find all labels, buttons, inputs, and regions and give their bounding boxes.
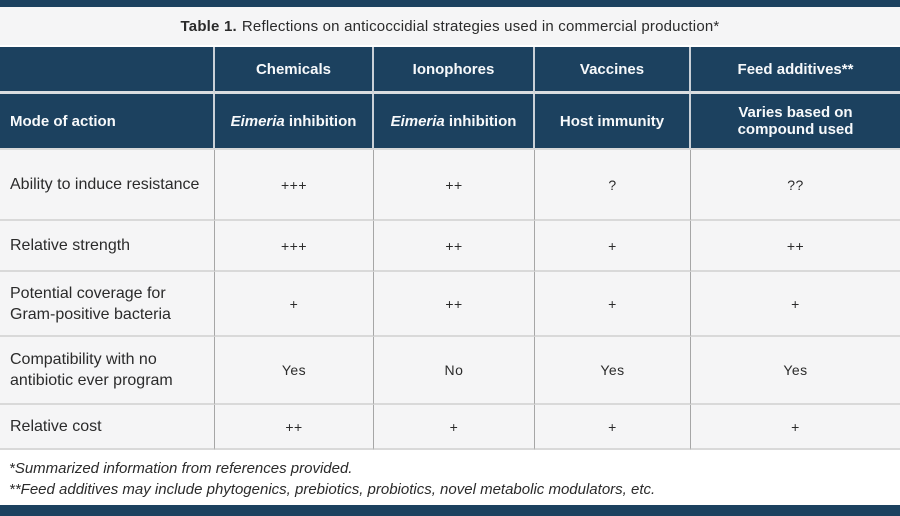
table-caption-label: Table 1. (180, 17, 237, 35)
table-caption: Table 1. Reflections on anticoccidial st… (0, 7, 900, 47)
row-label: Potential coverage for Gram-positive bac… (0, 272, 215, 337)
cell-text: Varies based on compound used (737, 104, 854, 138)
cell-mode-vaccines: Host immunity (535, 94, 691, 150)
row-label: Ability to induce resistance (0, 150, 215, 221)
cell-text: Host immunity (559, 112, 665, 130)
column-header-chemicals: Chemicals (215, 47, 374, 94)
cell-text: inhibition (284, 112, 357, 130)
cell-value: ++ (691, 221, 900, 272)
row-label: Relative strength (0, 221, 215, 272)
table-row-coverage: Potential coverage for Gram-positive bac… (0, 272, 900, 337)
cell-value: + (535, 405, 691, 450)
cell-value: +++ (215, 150, 374, 221)
table-row-compatibility: Compatibility with no antibiotic ever pr… (0, 337, 900, 405)
cell-value: ?? (691, 150, 900, 221)
bottom-accent-bar (0, 505, 900, 516)
cell-value: Yes (691, 337, 900, 405)
cell-value: + (691, 272, 900, 337)
anticoccidial-strategies-table: Chemicals Ionophores Vaccines Feed addit… (0, 47, 900, 450)
row-label: Compatibility with no antibiotic ever pr… (0, 337, 215, 405)
cell-value: ++ (374, 272, 535, 337)
cell-text: inhibition (444, 112, 517, 130)
footnotes: *Summarized information from references … (0, 450, 900, 505)
mode-of-action-row: Mode of action Eimeria inhibition Eimeri… (0, 94, 900, 150)
cell-value: + (535, 272, 691, 337)
eimeria-italic-text: Eimeria (390, 112, 445, 130)
table-caption-text: Reflections on anticoccidial strategies … (241, 17, 720, 35)
footnote-references: *Summarized information from references … (9, 460, 353, 477)
cell-value: + (215, 272, 374, 337)
cell-value: ++ (215, 405, 374, 450)
cell-mode-feed-additives: Varies based on compound used (691, 94, 900, 150)
cell-value: No (374, 337, 535, 405)
cell-mode-ionophores: Eimeria inhibition (374, 94, 535, 150)
cell-value: ? (535, 150, 691, 221)
top-accent-bar (0, 0, 900, 7)
footnote-feed-additives: **Feed additives may include phytogenics… (9, 481, 656, 498)
column-header-row: Chemicals Ionophores Vaccines Feed addit… (0, 47, 900, 94)
row-label-mode-of-action: Mode of action (0, 94, 215, 150)
eimeria-italic-text: Eimeria (230, 112, 285, 130)
row-label: Relative cost (0, 405, 215, 450)
column-header-ionophores: Ionophores (374, 47, 535, 94)
cell-value: Yes (215, 337, 374, 405)
cell-value: ++ (374, 221, 535, 272)
cell-value: + (374, 405, 535, 450)
cell-value: Yes (535, 337, 691, 405)
table-row-resistance: Ability to induce resistance +++ ++ ? ?? (0, 150, 900, 221)
table-row-strength: Relative strength +++ ++ + ++ (0, 221, 900, 272)
cell-value: ++ (374, 150, 535, 221)
column-header-empty (0, 47, 215, 94)
cell-value: + (691, 405, 900, 450)
column-header-vaccines: Vaccines (535, 47, 691, 94)
column-header-feed-additives: Feed additives** (691, 47, 900, 94)
cell-value: +++ (215, 221, 374, 272)
cell-value: + (535, 221, 691, 272)
table-row-cost: Relative cost ++ + + + (0, 405, 900, 450)
cell-mode-chemicals: Eimeria inhibition (215, 94, 374, 150)
